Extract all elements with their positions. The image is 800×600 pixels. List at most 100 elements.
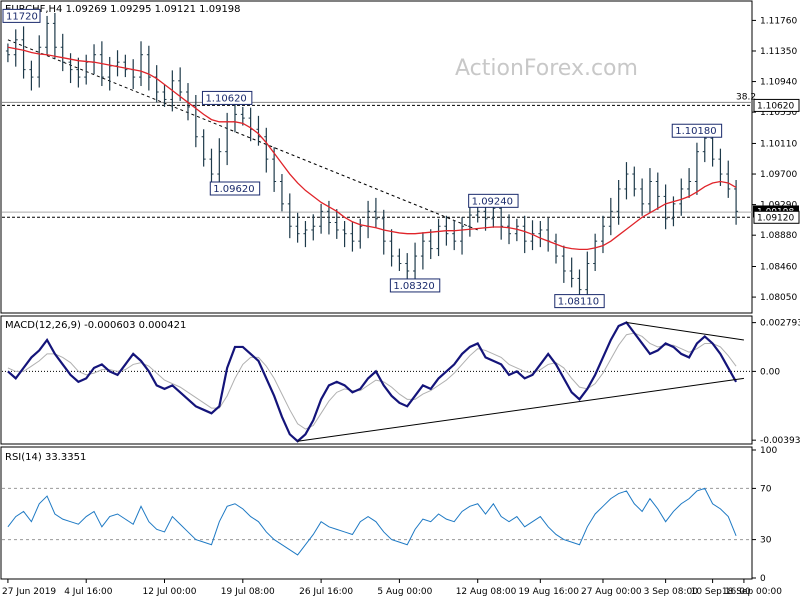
rsi-path bbox=[7, 487, 737, 556]
macd-signal-line bbox=[7, 332, 737, 430]
time-tick-label: 26 Jul 16:00 bbox=[299, 587, 353, 597]
price-tick-label: 1.10110 bbox=[760, 139, 797, 149]
price-bar bbox=[201, 129, 206, 167]
price-bar bbox=[13, 29, 18, 67]
price-bar bbox=[436, 218, 441, 257]
moving-average-path bbox=[7, 46, 737, 251]
price-bar bbox=[287, 193, 292, 239]
annotation-box bbox=[201, 90, 253, 105]
price-tick-label: 1.08460 bbox=[760, 263, 797, 273]
price-bar bbox=[373, 197, 378, 228]
time-tick-label: 3 Sep 08:00 bbox=[644, 587, 699, 597]
price-level-lines: 1.10620 1.09120 38.2 bbox=[2, 92, 800, 224]
annotation-box bbox=[554, 294, 605, 309]
annotation-box bbox=[2, 8, 41, 23]
time-tick-label: 18 Sep 00:00 bbox=[722, 587, 782, 597]
price-bar bbox=[647, 168, 652, 213]
price-annotations: 11720 1.10620 1.09620 1.08320 1.09240 1.08110… bbox=[2, 8, 723, 309]
price-bar bbox=[616, 180, 621, 225]
price-tick-label: 1.10940 bbox=[760, 78, 797, 88]
price-bar bbox=[420, 232, 425, 270]
fib-label: 38.2 bbox=[736, 92, 756, 102]
price-bar bbox=[272, 147, 277, 192]
annotation-box bbox=[209, 181, 261, 196]
annotation-label: 1.09240 bbox=[472, 196, 513, 207]
price-bar bbox=[405, 253, 410, 283]
price-bar bbox=[52, 12, 57, 60]
price-bar bbox=[413, 242, 418, 280]
price-bar bbox=[45, 15, 50, 55]
watermark: ActionForex.com bbox=[455, 56, 638, 81]
macd-pane-title: MACD(12,26,9) -0.000603 0.000421 bbox=[5, 320, 186, 331]
level-tag-label: 1.10620 bbox=[757, 101, 794, 111]
annotation-box bbox=[389, 278, 441, 293]
rsi-pane-title: RSI(14) 33.3351 bbox=[5, 452, 86, 463]
time-axis: 27 Jun 2019 4 Jul 16:00 12 Jul 00:00 19 Jul… bbox=[2, 579, 782, 597]
price-bar bbox=[256, 115, 261, 146]
price-bar bbox=[37, 35, 42, 88]
annotation-box bbox=[671, 123, 723, 138]
time-tick-label: 19 Jul 08:00 bbox=[221, 587, 275, 597]
price-bar bbox=[640, 178, 645, 216]
price-bar bbox=[726, 160, 731, 198]
moving-average-line bbox=[7, 46, 737, 251]
price-bar bbox=[655, 172, 660, 210]
price-bar bbox=[76, 57, 81, 88]
price-tick-label: 1.11760 bbox=[760, 16, 797, 26]
price-tick-label: 1.09700 bbox=[760, 170, 797, 180]
price-bar bbox=[303, 221, 308, 248]
price-bar bbox=[295, 212, 300, 243]
level-tag-label: 1.09120 bbox=[757, 213, 794, 223]
price-bar bbox=[452, 220, 457, 251]
annotation-label: 11720 bbox=[6, 11, 38, 22]
price-bar bbox=[593, 233, 598, 271]
price-bar bbox=[350, 221, 355, 252]
price-bar bbox=[139, 41, 144, 87]
rsi-pane-frame bbox=[0, 446, 753, 580]
price-bar bbox=[240, 106, 245, 126]
price-bar bbox=[718, 148, 723, 186]
price-bar bbox=[561, 245, 566, 283]
macd-trendline bbox=[297, 377, 744, 442]
price-bar bbox=[381, 209, 386, 255]
rsi-line bbox=[7, 487, 737, 556]
macd-tick-label: 0.00 bbox=[760, 367, 780, 377]
price-tick-label: 1.08880 bbox=[760, 231, 797, 241]
price-bar bbox=[632, 166, 637, 197]
price-bar bbox=[389, 229, 394, 267]
price-bar bbox=[522, 215, 527, 254]
macd-tick-label: -0.003938 bbox=[760, 436, 800, 446]
time-tick-label: 19 Aug 16:00 bbox=[518, 587, 579, 597]
price-bar bbox=[460, 217, 465, 255]
price-bar bbox=[694, 142, 699, 195]
price-bar bbox=[279, 174, 284, 212]
level-tag bbox=[753, 98, 800, 112]
price-bar bbox=[123, 54, 128, 78]
price-axis: 1.11760 1.11350 1.10940 1.10530 1.10110 1.097… bbox=[752, 16, 799, 303]
price-bar bbox=[146, 45, 151, 91]
price-bar bbox=[264, 127, 269, 173]
price-bars bbox=[5, 12, 739, 304]
price-bar bbox=[162, 84, 167, 107]
price-bar bbox=[5, 43, 10, 63]
price-tick-label: 1.08050 bbox=[760, 293, 797, 303]
rsi-tick-label: 30 bbox=[760, 536, 772, 546]
price-pane-frame bbox=[0, 0, 753, 314]
price-bar bbox=[29, 60, 34, 91]
price-bar bbox=[624, 162, 629, 200]
time-tick-label: 27 Jun 2019 bbox=[2, 587, 56, 597]
price-bar bbox=[342, 221, 347, 248]
rsi-tick-label: 0 bbox=[760, 574, 766, 584]
price-bar bbox=[319, 203, 324, 234]
annotation-label: 1.10180 bbox=[675, 126, 716, 137]
price-bar bbox=[585, 251, 590, 301]
time-tick-label: 12 Aug 08:00 bbox=[456, 587, 517, 597]
annotation-label: 1.08320 bbox=[393, 281, 434, 292]
price-bar bbox=[600, 215, 605, 254]
price-bar bbox=[311, 214, 316, 241]
price-bar bbox=[663, 184, 668, 230]
price-bar bbox=[178, 67, 183, 101]
price-bar bbox=[21, 26, 26, 79]
time-tick-label: 5 Aug 00:00 bbox=[377, 587, 432, 597]
